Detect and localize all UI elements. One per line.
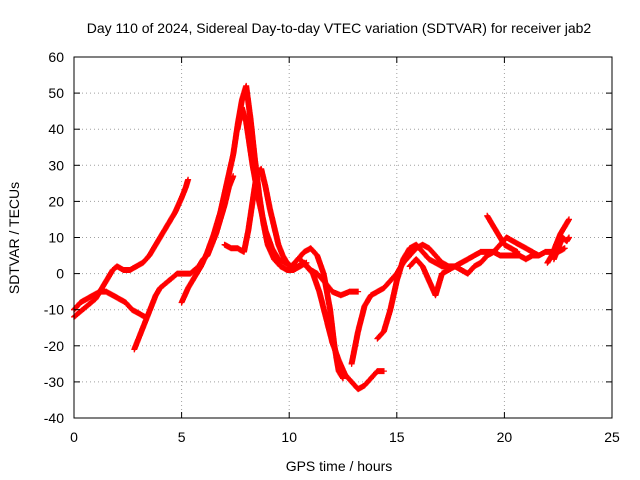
series-points bbox=[221, 165, 362, 299]
series-points bbox=[484, 212, 521, 255]
y-tick-label: 60 bbox=[48, 49, 64, 65]
chart-title: Day 110 of 2024, Sidereal Day-to-day VTE… bbox=[87, 20, 592, 36]
y-axis-label: SDTVAR / TECUs bbox=[6, 182, 22, 294]
y-tick-label: -10 bbox=[44, 302, 64, 318]
x-tick-label: 20 bbox=[497, 429, 513, 445]
series-arc-7 bbox=[297, 256, 387, 393]
axis-ticks: 0 5 10 15 20 25 -40 -30 -20 -10 0 10 20 30 40 50 60 bbox=[44, 49, 620, 445]
x-tick-label: 0 bbox=[70, 429, 78, 445]
y-tick-label: 30 bbox=[48, 157, 64, 173]
grid bbox=[74, 57, 612, 418]
x-axis-label: GPS time / hours bbox=[286, 458, 393, 474]
x-tick-label: 25 bbox=[604, 429, 620, 445]
series-points bbox=[71, 288, 148, 320]
series-points bbox=[406, 234, 542, 299]
series-arc-10 bbox=[406, 234, 542, 299]
series-arc-12 bbox=[544, 216, 572, 266]
x-tick-label: 5 bbox=[178, 429, 186, 445]
y-tick-label: 40 bbox=[48, 121, 64, 137]
y-tick-label: -30 bbox=[44, 374, 64, 390]
x-tick-label: 15 bbox=[389, 429, 405, 445]
y-tick-label: 10 bbox=[48, 230, 64, 246]
series-points bbox=[297, 256, 387, 393]
y-tick-label: 20 bbox=[48, 193, 64, 209]
y-tick-label: -20 bbox=[44, 338, 64, 354]
series-arc-13 bbox=[550, 234, 572, 263]
series-arc-1 bbox=[71, 288, 148, 320]
series-arc-11 bbox=[484, 212, 521, 255]
series-arc-5 bbox=[221, 165, 362, 299]
y-tick-label: 50 bbox=[48, 85, 64, 101]
y-tick-label: -40 bbox=[44, 410, 64, 426]
y-tick-label: 0 bbox=[56, 266, 64, 282]
series-points bbox=[544, 216, 572, 266]
series-points bbox=[550, 234, 572, 263]
data-marks bbox=[71, 82, 572, 393]
x-tick-label: 10 bbox=[281, 429, 297, 445]
